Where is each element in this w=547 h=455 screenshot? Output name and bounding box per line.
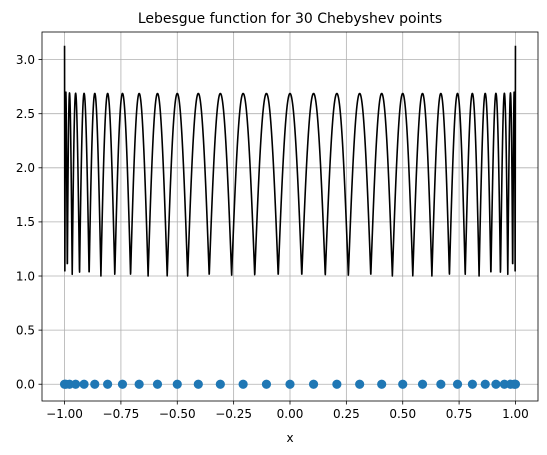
chebyshev-point (134, 379, 144, 389)
chebyshev-point (71, 379, 81, 389)
chebyshev-point (355, 379, 365, 389)
chebyshev-point (103, 379, 113, 389)
chebyshev-point (193, 379, 203, 389)
y-tick-label: 2.5 (16, 107, 35, 121)
chebyshev-point (172, 379, 182, 389)
chebyshev-point (215, 379, 225, 389)
axis-ticks: −1.00 −0.75 −0.50 −0.25 0.00 0.25 0.50 0.75 1.00… (16, 53, 529, 421)
x-tick-label: 0.75 (446, 407, 473, 421)
chebyshev-point (480, 379, 490, 389)
chebyshev-point (332, 379, 342, 389)
chebyshev-point (417, 379, 428, 389)
chebyshev-point (510, 379, 521, 389)
x-tick-label: −0.25 (215, 407, 252, 421)
chebyshev-point (398, 379, 408, 389)
chebyshev-point (308, 379, 319, 389)
chart-title: Lebesgue function for 30 Chebyshev point… (138, 11, 442, 27)
x-tick-label: 1.00 (502, 407, 529, 421)
y-tick-label: 1.0 (16, 269, 35, 283)
y-tick-label: 2.0 (16, 161, 35, 175)
chebyshev-point (117, 379, 128, 389)
chebyshev-point (467, 379, 477, 389)
y-tick-label: 3.0 (16, 53, 35, 67)
x-tick-label: −1.00 (46, 407, 83, 421)
chebyshev-point (261, 379, 272, 389)
chebyshev-point (452, 379, 463, 389)
y-tick-label: 0.5 (16, 323, 35, 337)
lebesgue-function-line (63, 45, 517, 277)
x-axis-label: x (286, 431, 293, 445)
x-tick-label: −0.75 (103, 407, 140, 421)
y-tick-label: 1.5 (16, 215, 35, 229)
x-tick-label: 0.25 (333, 407, 360, 421)
chebyshev-point (285, 379, 295, 389)
chebyshev-point (377, 379, 387, 389)
chebyshev-point (152, 379, 163, 389)
chebyshev-point (90, 379, 100, 389)
chebyshev-point (491, 379, 501, 389)
chebyshev-point (79, 379, 89, 389)
plot-area (59, 45, 521, 389)
chebyshev-point (238, 379, 248, 389)
y-tick-label: 0.0 (16, 378, 35, 392)
x-tick-label: 0.50 (389, 407, 416, 421)
x-tick-label: 0.00 (277, 407, 304, 421)
chebyshev-point (436, 379, 446, 389)
x-tick-label: −0.50 (159, 407, 196, 421)
